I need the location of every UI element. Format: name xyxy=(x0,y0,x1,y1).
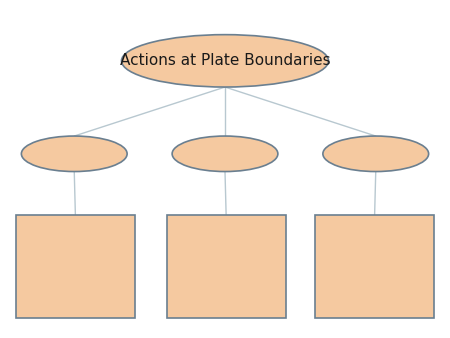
Ellipse shape xyxy=(22,136,127,172)
Text: Actions at Plate Boundaries: Actions at Plate Boundaries xyxy=(120,53,330,68)
FancyBboxPatch shape xyxy=(315,215,434,318)
FancyBboxPatch shape xyxy=(16,215,135,318)
Ellipse shape xyxy=(323,136,428,172)
Ellipse shape xyxy=(122,35,328,87)
FancyBboxPatch shape xyxy=(166,215,286,318)
Ellipse shape xyxy=(172,136,278,172)
